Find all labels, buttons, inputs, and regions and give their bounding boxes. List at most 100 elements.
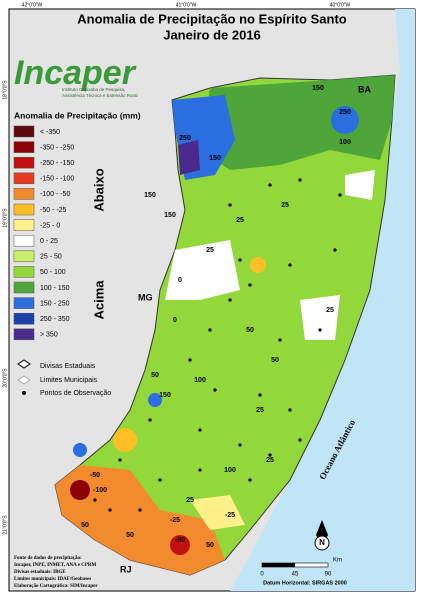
observation-point	[278, 338, 282, 342]
observation-point	[318, 328, 322, 332]
contour-label: -25	[225, 512, 235, 519]
contour-label: 150	[159, 392, 171, 399]
legend-swatch	[13, 125, 35, 138]
observation-point	[138, 508, 142, 512]
scale-label: 0	[260, 572, 264, 578]
legend-swatch	[13, 266, 35, 278]
observation-point	[93, 498, 97, 502]
scale-bar	[262, 563, 295, 567]
contour-label: 50	[151, 372, 159, 379]
contour-label: 50	[81, 522, 89, 529]
legend-swatch	[13, 172, 35, 185]
north-label: N	[319, 538, 325, 547]
contour-label: 50	[246, 327, 254, 334]
observation-point	[188, 358, 192, 362]
contour-label: 25	[326, 307, 334, 314]
observation-point	[118, 458, 122, 462]
contour-label: 0	[178, 277, 182, 284]
municipal-border-icon	[17, 375, 31, 385]
scale-unit: Km	[333, 558, 342, 564]
legend-swatch	[13, 297, 35, 309]
contour-label: 150	[312, 85, 324, 92]
source: Fonte de dados de precipitação:	[14, 556, 82, 561]
observation-point	[298, 438, 302, 442]
contour-label: 250	[339, 109, 351, 116]
legend-label: -25 - 0	[40, 222, 60, 229]
legend-label: 0 - 25	[40, 238, 58, 245]
contour-label: 25	[266, 457, 274, 464]
region-150-250	[331, 106, 359, 134]
observation-point	[213, 388, 217, 392]
state-label: MG	[138, 292, 153, 302]
coord-label: 21°0'0"S	[2, 515, 8, 535]
legend-label: < -350	[40, 129, 60, 136]
state-label: RJ	[120, 564, 132, 574]
legend-swatch	[13, 141, 35, 153]
legend-swatch	[13, 156, 35, 169]
legend-label: -350 - -250	[40, 144, 74, 151]
state-label: BA	[358, 84, 371, 94]
contour-label: 250	[179, 135, 191, 142]
observation-point	[248, 478, 252, 482]
north-circle	[314, 535, 330, 551]
legend-title: Anomalia de Precipitação (mm)	[14, 110, 141, 120]
title: Janeiro de 2016	[163, 27, 261, 42]
region-over-350	[178, 140, 200, 175]
contour-label: 150	[164, 212, 176, 219]
legend-label: -100 - -50	[40, 191, 70, 198]
region-150-250	[73, 443, 87, 457]
contour-label: -100	[93, 487, 107, 494]
legend-extra: Divisas Estaduais	[40, 363, 96, 370]
coord-label: 18°0'0"S	[2, 80, 8, 100]
contour-label: 25	[281, 202, 289, 209]
source: Limites municipais: IDAF/Geobases	[14, 577, 91, 582]
source: Divisas estaduais: IBGE	[14, 570, 66, 575]
region-minus-50-25	[250, 257, 266, 273]
legend-swatch	[13, 312, 35, 325]
observation-point	[248, 283, 252, 287]
point-icon	[22, 391, 26, 395]
legend-label: -50 - -25	[40, 207, 67, 214]
contour-label: 25	[256, 407, 264, 414]
region-0-25	[345, 170, 375, 200]
datum: Datum Horizontal: SIRGAS 2000	[263, 580, 347, 586]
contour-label: 100	[194, 377, 206, 384]
coord-label: 40°0'0"W	[330, 2, 351, 8]
observation-point	[148, 418, 152, 422]
region-150-250	[148, 393, 162, 407]
region-100-150	[200, 75, 395, 170]
contour-label: 0	[173, 317, 177, 324]
logo: Incaper	[14, 54, 137, 92]
legend-swatch	[13, 281, 35, 294]
contour-label: 100	[339, 139, 351, 146]
observation-point	[238, 258, 242, 262]
legend-swatch	[13, 203, 35, 216]
legend-label: 50 - 100	[40, 269, 66, 276]
contour-label: 150	[209, 155, 221, 162]
legend-swatch	[13, 328, 35, 341]
legend-label: -150 - -100	[40, 176, 74, 183]
coord-label: 19°0'0"S	[2, 208, 8, 228]
observation-point	[258, 393, 262, 397]
region-minus-250-150	[170, 535, 190, 555]
contour-label: 50	[126, 532, 134, 539]
region-minus-350-250	[70, 480, 90, 500]
observation-point	[298, 178, 302, 182]
scale-label: 45	[292, 572, 299, 578]
logo-subtitle: Assistência Técnica e Extensão Rural	[62, 93, 137, 98]
legend-label: 25 - 50	[40, 254, 62, 261]
logo-subtitle: Instituto Capixaba de Pesquisa,	[62, 87, 125, 92]
source: Elaboração Cartográfica: SIM/Incaper	[14, 584, 98, 589]
observation-point	[228, 298, 232, 302]
legend-extra: Pontos de Observação	[40, 390, 111, 397]
contour-label: 25	[236, 217, 244, 224]
scale-label: 90	[325, 572, 332, 578]
observation-point	[198, 428, 202, 432]
title: Anomalia de Precipitação no Espírito San…	[77, 11, 347, 26]
state-border-icon	[17, 359, 31, 369]
legend-label: 150 - 250	[40, 300, 70, 307]
legend-extra: Limites Municipais	[40, 377, 98, 384]
contour-label: 50	[271, 357, 279, 364]
region-minus-25-0	[190, 495, 245, 530]
